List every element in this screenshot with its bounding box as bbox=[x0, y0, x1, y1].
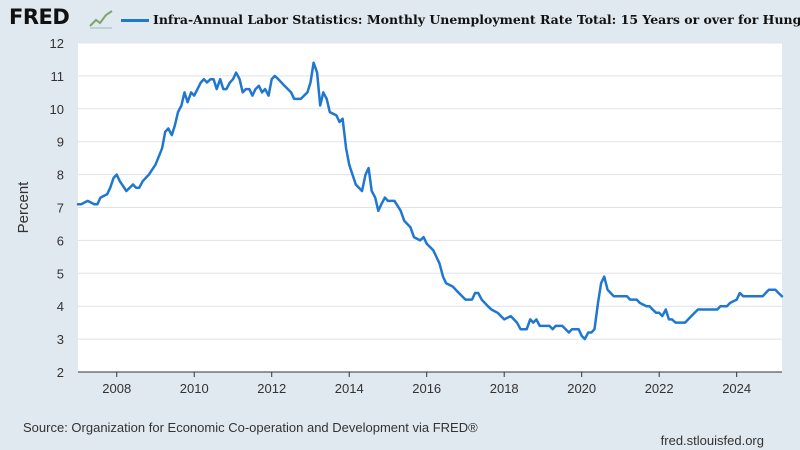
y-axis-label: Percent bbox=[15, 181, 32, 234]
y-tick-label: 12 bbox=[50, 36, 64, 51]
fred-chart-icon bbox=[89, 9, 113, 29]
line-chart: 2 3 4 5 6 7 8 9 10 11 12 2008 2010 2012 2014 2016 2018 20… bbox=[15, 36, 784, 396]
y-tick-label: 10 bbox=[50, 102, 64, 117]
chart-header: FRED Infra-Annual Labor Statistics: Mont… bbox=[0, 0, 800, 40]
x-tick-label: 2010 bbox=[180, 381, 209, 396]
x-tick-label: 2020 bbox=[567, 381, 596, 396]
y-tick-label: 8 bbox=[57, 168, 64, 183]
legend-line-swatch bbox=[121, 19, 149, 22]
fred-url[interactable]: fred.stlouisfed.org bbox=[660, 433, 764, 448]
y-tick-label: 6 bbox=[57, 233, 64, 248]
x-tick-label: 2012 bbox=[257, 381, 286, 396]
x-tick-label: 2024 bbox=[722, 381, 751, 396]
x-tick-label: 2014 bbox=[335, 381, 364, 396]
y-tick-label: 7 bbox=[57, 201, 64, 216]
legend-label: Infra-Annual Labor Statistics: Monthly U… bbox=[153, 12, 800, 27]
y-tick-label: 4 bbox=[57, 299, 64, 314]
y-tick-label: 11 bbox=[51, 69, 65, 84]
series-line bbox=[76, 61, 784, 341]
y-tick-label: 9 bbox=[57, 135, 64, 150]
y-tick-label: 3 bbox=[57, 332, 64, 347]
fred-logo[interactable]: FRED bbox=[9, 5, 70, 29]
x-tick-label: 2016 bbox=[412, 381, 441, 396]
x-tick-label: 2022 bbox=[645, 381, 674, 396]
x-tick-label: 2008 bbox=[102, 381, 131, 396]
source-note: Source: Organization for Economic Co-ope… bbox=[23, 420, 478, 435]
y-tick-label: 2 bbox=[57, 365, 64, 380]
y-tick-label: 5 bbox=[57, 266, 64, 281]
x-tick-label: 2018 bbox=[490, 381, 519, 396]
